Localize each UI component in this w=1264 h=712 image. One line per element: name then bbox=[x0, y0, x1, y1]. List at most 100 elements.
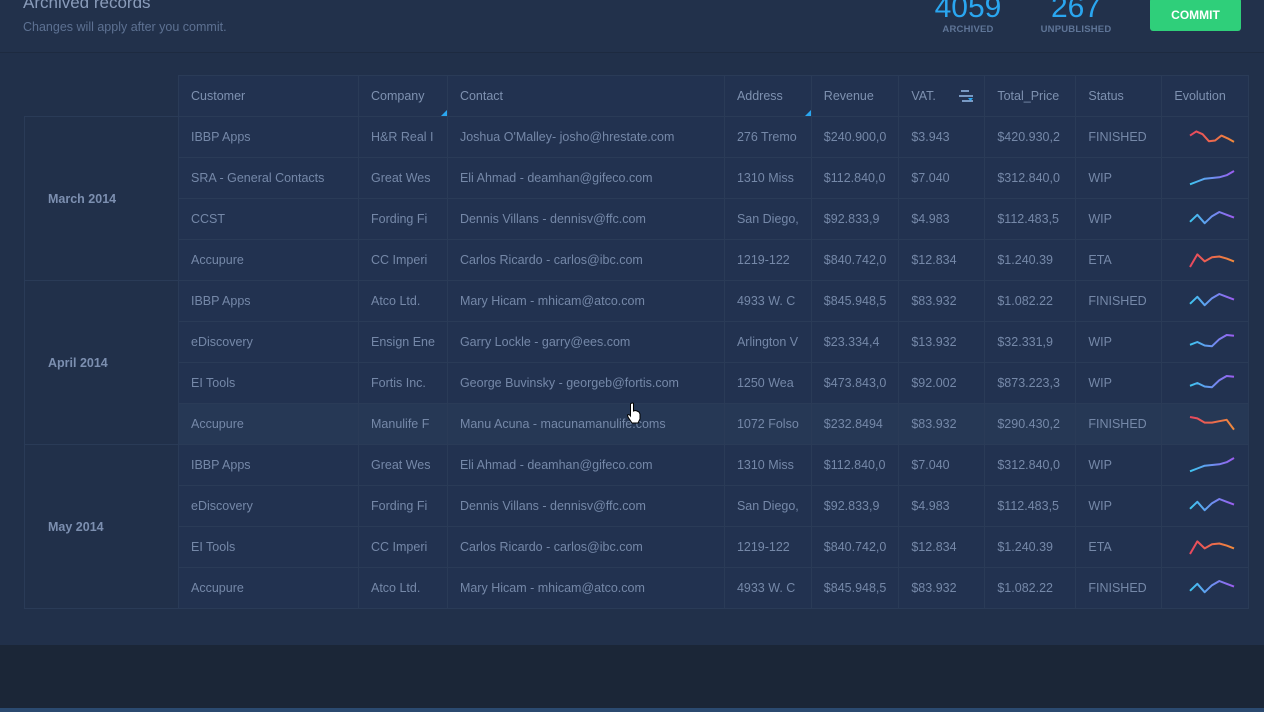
cell-status[interactable]: WIP bbox=[1075, 198, 1163, 240]
cell-customer[interactable]: CCST bbox=[178, 198, 359, 240]
cell-company[interactable]: Great Wes bbox=[358, 157, 448, 199]
cell-contact[interactable]: Mary Hicam - mhicam@atco.com bbox=[446, 280, 725, 322]
cell-customer[interactable]: eDiscovery bbox=[178, 321, 359, 363]
cell-vat[interactable]: $12.834 bbox=[898, 239, 986, 281]
table-row[interactable]: EI Tools Fortis Inc. George Buvinsky - geo… bbox=[25, 362, 1250, 404]
cell-contact[interactable]: Garry Lockle - garry@ees.com bbox=[446, 321, 725, 363]
filter-icon[interactable] bbox=[958, 89, 974, 103]
cell-company[interactable]: CC Imperi bbox=[358, 526, 448, 568]
cell-company[interactable]: Atco Ltd. bbox=[358, 567, 448, 609]
cell-vat[interactable]: $92.002 bbox=[898, 362, 986, 404]
cell-address[interactable]: 4933 W. C bbox=[723, 280, 812, 322]
column-header-total-price[interactable]: Total_Price bbox=[984, 75, 1077, 117]
cell-customer[interactable]: IBBP Apps bbox=[178, 280, 359, 322]
cell-revenue[interactable]: $112.840,0 bbox=[810, 444, 900, 486]
cell-customer[interactable]: EI Tools bbox=[178, 362, 359, 404]
cell-company[interactable]: Ensign Ene bbox=[358, 321, 448, 363]
table-row[interactable]: April 2014 IBBP Apps Atco Ltd. Mary Hicam -… bbox=[24, 280, 1250, 445]
cell-address[interactable]: 276 Tremo bbox=[723, 116, 812, 158]
resize-handle-icon[interactable] bbox=[804, 110, 811, 116]
cell-total[interactable]: $312.840,0 bbox=[984, 157, 1077, 199]
cell-company[interactable]: Great Wes bbox=[358, 444, 448, 486]
cell-customer[interactable]: IBBP Apps bbox=[178, 444, 359, 486]
cell-revenue[interactable]: $840.742,0 bbox=[810, 239, 900, 281]
cell-vat[interactable]: $83.932 bbox=[898, 280, 986, 322]
cell-address[interactable]: 1310 Miss bbox=[723, 444, 812, 486]
cell-vat[interactable]: $4.983 bbox=[898, 485, 986, 527]
cell-status[interactable]: WIP bbox=[1075, 485, 1163, 527]
table-row[interactable]: CCST Fording Fi Dennis Villans - dennisv@f… bbox=[25, 198, 1250, 240]
cell-customer[interactable]: Accupure bbox=[178, 403, 359, 445]
column-header-contact[interactable]: Contact bbox=[446, 75, 725, 117]
cell-company[interactable]: Atco Ltd. bbox=[358, 280, 448, 322]
cell-revenue[interactable]: $92.833,9 bbox=[810, 198, 900, 240]
cell-revenue[interactable]: $232.8494 bbox=[810, 403, 900, 445]
cell-address[interactable]: Arlington V bbox=[723, 321, 812, 363]
column-header-revenue[interactable]: Revenue bbox=[810, 75, 900, 117]
cell-company[interactable]: Fording Fi bbox=[358, 198, 448, 240]
cell-contact[interactable]: Dennis Villans - dennisv@ffc.com bbox=[446, 485, 725, 527]
cell-contact[interactable]: Eli Ahmad - deamhan@gifeco.com bbox=[446, 444, 725, 486]
cell-contact[interactable]: George Buvinsky - georgeb@fortis.com bbox=[446, 362, 725, 404]
cell-address[interactable]: 1310 Miss bbox=[723, 157, 812, 199]
cell-customer[interactable]: Accupure bbox=[178, 567, 359, 609]
table-row[interactable]: March 2014 IBBP Apps H&R Real I Joshua O'Ma… bbox=[24, 116, 1250, 281]
cell-company[interactable]: CC Imperi bbox=[358, 239, 448, 281]
cell-address[interactable]: 4933 W. C bbox=[723, 567, 812, 609]
table-row[interactable]: eDiscovery Ensign Ene Garry Lockle - garry… bbox=[25, 321, 1250, 363]
cell-vat[interactable]: $83.932 bbox=[898, 403, 986, 445]
cell-revenue[interactable]: $845.948,5 bbox=[810, 280, 900, 322]
cell-vat[interactable]: $83.932 bbox=[898, 567, 986, 609]
cell-company[interactable]: Fording Fi bbox=[358, 485, 448, 527]
cell-revenue[interactable]: $845.948,5 bbox=[810, 567, 900, 609]
cell-total[interactable]: $873.223,3 bbox=[984, 362, 1077, 404]
cell-status[interactable]: WIP bbox=[1075, 362, 1163, 404]
cell-vat[interactable]: $4.983 bbox=[898, 198, 986, 240]
cell-contact[interactable]: Eli Ahmad - deamhan@gifeco.com bbox=[446, 157, 725, 199]
cell-status[interactable]: FINISHED bbox=[1075, 280, 1163, 322]
cell-vat[interactable]: $3.943 bbox=[898, 116, 986, 158]
cell-status[interactable]: WIP bbox=[1075, 444, 1163, 486]
cell-status[interactable]: FINISHED bbox=[1075, 567, 1163, 609]
cell-address[interactable]: 1219-122 bbox=[723, 239, 812, 281]
cell-contact[interactable]: Carlos Ricardo - carlos@ibc.com bbox=[446, 526, 725, 568]
cell-revenue[interactable]: $23.334,4 bbox=[810, 321, 900, 363]
cell-customer[interactable]: EI Tools bbox=[178, 526, 359, 568]
cell-customer[interactable]: IBBP Apps bbox=[178, 116, 359, 158]
table-row[interactable]: Accupure CC Imperi Carlos Ricardo - carlos… bbox=[25, 239, 1250, 281]
cell-company[interactable]: Fortis Inc. bbox=[358, 362, 448, 404]
table-row[interactable]: Accupure Manulife F Manu Acuna - macunaman… bbox=[25, 403, 1250, 445]
cell-contact[interactable]: Joshua O'Malley- josho@hrestate.com bbox=[446, 116, 725, 158]
cell-revenue[interactable]: $473.843,0 bbox=[810, 362, 900, 404]
column-header-customer[interactable]: Customer bbox=[178, 75, 359, 117]
column-header-vat[interactable]: VAT. bbox=[898, 75, 986, 117]
cell-status[interactable]: ETA bbox=[1075, 526, 1163, 568]
cell-total[interactable]: $1.240.39 bbox=[984, 526, 1077, 568]
cell-vat[interactable]: $7.040 bbox=[898, 157, 986, 199]
commit-button[interactable]: COMMIT bbox=[1150, 0, 1241, 31]
cell-total[interactable]: $112.483,5 bbox=[984, 485, 1077, 527]
cell-contact[interactable]: Mary Hicam - mhicam@atco.com bbox=[446, 567, 725, 609]
cell-customer[interactable]: Accupure bbox=[178, 239, 359, 281]
cell-total[interactable]: $1.082.22 bbox=[984, 567, 1077, 609]
column-header-evolution[interactable]: Evolution bbox=[1161, 75, 1250, 117]
table-row[interactable]: eDiscovery Fording Fi Dennis Villans - den… bbox=[25, 485, 1250, 527]
cell-contact[interactable]: Carlos Ricardo - carlos@ibc.com bbox=[446, 239, 725, 281]
cell-status[interactable]: FINISHED bbox=[1075, 403, 1163, 445]
cell-total[interactable]: $1.082.22 bbox=[984, 280, 1077, 322]
cell-address[interactable]: 1219-122 bbox=[723, 526, 812, 568]
cell-total[interactable]: $420.930,2 bbox=[984, 116, 1077, 158]
cell-revenue[interactable]: $112.840,0 bbox=[810, 157, 900, 199]
resize-handle-icon[interactable] bbox=[440, 110, 447, 116]
cell-revenue[interactable]: $92.833,9 bbox=[810, 485, 900, 527]
cell-vat[interactable]: $7.040 bbox=[898, 444, 986, 486]
cell-total[interactable]: $112.483,5 bbox=[984, 198, 1077, 240]
column-header-company[interactable]: Company bbox=[358, 75, 448, 117]
cell-contact[interactable]: Dennis Villans - dennisv@ffc.com bbox=[446, 198, 725, 240]
cell-revenue[interactable]: $240.900,0 bbox=[810, 116, 900, 158]
cell-status[interactable]: ETA bbox=[1075, 239, 1163, 281]
column-header-status[interactable]: Status bbox=[1075, 75, 1163, 117]
table-row[interactable]: May 2014 IBBP Apps Great Wes Eli Ahmad - de… bbox=[24, 444, 1250, 609]
table-row[interactable]: SRA - General Contacts Great Wes Eli Ahmad… bbox=[25, 157, 1250, 199]
cell-total[interactable]: $290.430,2 bbox=[984, 403, 1077, 445]
